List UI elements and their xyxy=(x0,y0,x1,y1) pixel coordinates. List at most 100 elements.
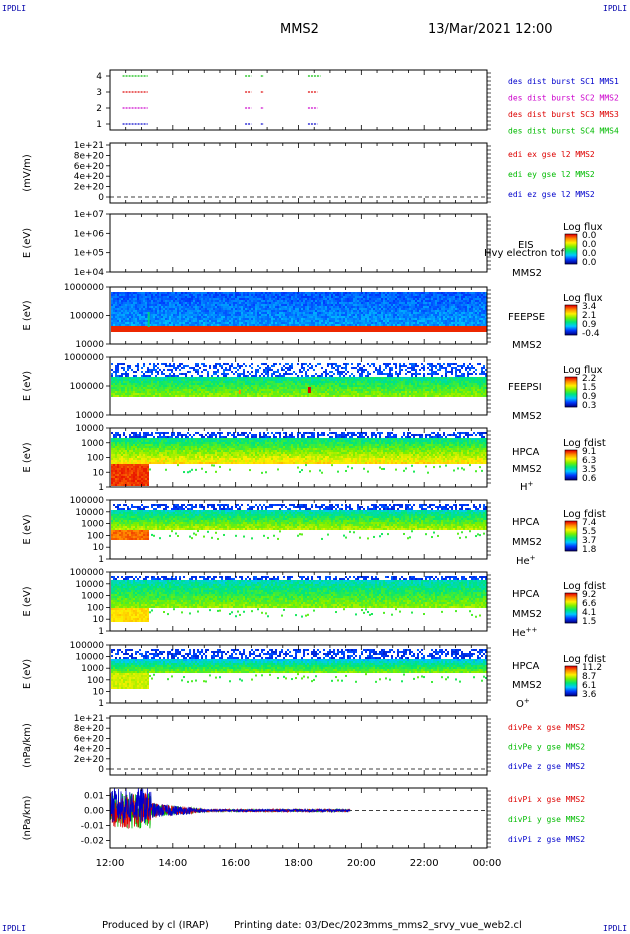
hpca-h-panel-colorbar xyxy=(565,450,577,480)
hpca-h-panel-right-ticks xyxy=(487,431,491,483)
corner-label-top-right: IPDLI xyxy=(603,4,627,13)
edi-panel-ytick-label: 1e+21 xyxy=(74,141,104,151)
divpi-panel-legend-entry: divPi x gse MMS2 xyxy=(508,795,585,804)
hpca-h-panel-colorbar-tick: 0.6 xyxy=(582,474,597,484)
hpca-h-panel-ytick-label: 1000 xyxy=(81,439,104,449)
hpca-o-panel-ytick-label: 100 xyxy=(87,676,104,686)
hpca-hepp-panel-ytick-label: 10000 xyxy=(75,580,104,590)
footer-printed: Printing date: 03/Dec/2023 xyxy=(234,920,369,931)
corner-label-bottom-left: IPDLI xyxy=(2,924,26,933)
burst-panel-x-ticks xyxy=(110,70,487,130)
hpca-he-panel-instrument-label: HPCA xyxy=(512,517,540,528)
eis-panel-ylabel: E (eV) xyxy=(22,228,33,258)
edi-panel-ytick-label: 4e+20 xyxy=(74,172,105,182)
hpca-o-panel-ytick-label: 10 xyxy=(93,687,105,697)
feepse-panel-spectrogram xyxy=(111,292,487,332)
feepse-panel-ytick-label: 10000 xyxy=(75,340,104,350)
eis-panel-right-ticks xyxy=(487,217,491,269)
feepse-panel-ytick-label: 100000 xyxy=(70,312,105,322)
burst-panel-frame xyxy=(110,70,487,130)
burst-panel-ytick-label: 3 xyxy=(96,88,102,98)
feepse-panel-colorbar-tick: -0.4 xyxy=(582,329,600,339)
divpi-panel-ylabel: (nPa/km) xyxy=(22,796,33,841)
x-tick-label: 16:00 xyxy=(221,858,250,869)
hpca-o-panel-ytick-label: 100000 xyxy=(70,641,105,651)
edi-panel-legend-entry: edi ez gse l2 MMS2 xyxy=(508,190,595,199)
divpi-panel-right-ticks xyxy=(487,791,491,847)
hpca-he-panel-ytick-label: 100000 xyxy=(70,496,105,506)
hpca-h-panel-ytick-label: 1 xyxy=(98,483,104,493)
feepsi-panel-feature xyxy=(239,390,241,394)
hpca-hepp-panel-ytick-label: 100 xyxy=(87,603,104,613)
divpe-panel-ytick-label: 2e+20 xyxy=(74,755,105,765)
corner-label-bottom-right: IPDLI xyxy=(603,924,627,933)
divpe-panel-legend-entry: divPe x gse MMS2 xyxy=(508,723,585,732)
divpi-panel-ytick-label: -0.01 xyxy=(81,822,104,832)
burst-panel-legend-entry: des dist burst SC1 MMS1 xyxy=(508,77,619,86)
hpca-he-panel-ytick-label: 1 xyxy=(98,555,104,565)
hpca-h-panel-spectrogram xyxy=(111,432,487,486)
hpca-o-panel-colorbar-tick: 3.6 xyxy=(582,690,597,700)
eis-panel-ytick-label: 1e+05 xyxy=(74,249,104,259)
hpca-h-panel-ytick-label: 10 xyxy=(93,468,105,478)
eis-panel-ytick-label: 1e+04 xyxy=(74,268,105,278)
hpca-he-panel-colorbar-tick: 1.8 xyxy=(582,545,597,555)
hpca-hepp-panel-species-label: He++ xyxy=(512,626,538,639)
feepse-panel-ylabel: E (eV) xyxy=(22,300,33,330)
hpca-o-panel-spacecraft-label: MMS2 xyxy=(512,680,542,691)
hpca-h-panel-ytick-label: 100 xyxy=(87,454,104,464)
edi-panel-legend-entry: edi ey gse l2 MMS2 xyxy=(508,170,595,179)
edi-panel-ylabel: (mV/m) xyxy=(22,154,33,192)
hpca-o-panel-spectrogram xyxy=(111,649,487,689)
feepse-panel-colorbar xyxy=(565,305,577,335)
hpca-hepp-panel-spacecraft-label: MMS2 xyxy=(512,609,542,620)
edi-panel-x-ticks xyxy=(110,143,487,203)
hpca-h-panel-species-label: H+ xyxy=(520,480,534,493)
page-datetime: 13/Mar/2021 12:00 xyxy=(428,22,553,37)
x-tick-label: 22:00 xyxy=(410,858,439,869)
x-tick-label: 18:00 xyxy=(284,858,313,869)
x-tick-label: 14:00 xyxy=(158,858,187,869)
divpe-panel-frame xyxy=(110,716,487,775)
hpca-o-panel-right-ticks xyxy=(487,648,491,700)
x-tick-label: 12:00 xyxy=(96,858,125,869)
eis-panel-ytick-label: 1e+06 xyxy=(74,229,105,239)
divpe-panel-x-ticks xyxy=(110,716,487,775)
feepsi-panel-colorbar-tick: 0.3 xyxy=(582,401,596,411)
divpe-panel-ytick-label: 0 xyxy=(98,765,104,775)
divpe-panel-legend-entry: divPe y gse MMS2 xyxy=(508,743,585,752)
feepsi-panel-spacecraft-label: MMS2 xyxy=(512,411,542,422)
edi-panel-right-ticks xyxy=(487,146,491,202)
divpi-panel-x-ticks xyxy=(110,788,487,848)
eis-panel-spacecraft-label: MMS2 xyxy=(512,268,542,279)
burst-panel-legend-entry: des dist burst SC4 MMS4 xyxy=(508,127,619,136)
feepse-panel-feature xyxy=(148,312,150,327)
burst-panel-ytick-label: 4 xyxy=(96,72,102,82)
burst-panel-right-ticks xyxy=(487,73,491,129)
hpca-h-panel-ytick-label: 10000 xyxy=(75,424,104,434)
hpca-h-panel-ylabel: E (eV) xyxy=(22,442,33,472)
divpi-panel-legend-entry: divPi z gse MMS2 xyxy=(508,835,585,844)
eis-panel-frame xyxy=(110,214,487,272)
feepsi-panel-feature xyxy=(308,387,311,393)
page-title: MMS2 xyxy=(280,22,319,37)
x-tick-label: 00:00 xyxy=(473,858,502,869)
feepsi-panel-spectrogram xyxy=(111,363,487,397)
feepse-panel-instrument-label: FEEPSE xyxy=(508,312,545,323)
feepsi-panel-ytick-label: 100000 xyxy=(70,382,105,392)
corner-label-top-left: IPDLI xyxy=(2,4,26,13)
burst-panel-legend-entry: des dist burst SC3 MMS3 xyxy=(508,110,619,119)
footer-produced: Produced by cl (IRAP) xyxy=(102,920,209,931)
hpca-o-panel-species-label: O+ xyxy=(516,697,530,710)
hpca-he-panel-ytick-label: 1000 xyxy=(81,520,104,530)
divpi-panel-frame xyxy=(110,788,487,848)
eis-panel-species-label: Hvy electron tof xyxy=(484,248,565,259)
hpca-hepp-panel-ylabel: E (eV) xyxy=(22,586,33,616)
hpca-hepp-panel-spectrogram xyxy=(111,576,487,622)
burst-panel-legend-entry: des dist burst SC2 MMS2 xyxy=(508,94,619,103)
burst-panel-ytick-label: 2 xyxy=(96,104,102,114)
edi-panel-ytick-label: 0 xyxy=(98,193,104,203)
edi-panel-ytick-label: 8e+20 xyxy=(74,151,105,161)
divpi-panel-series-z xyxy=(110,788,350,823)
